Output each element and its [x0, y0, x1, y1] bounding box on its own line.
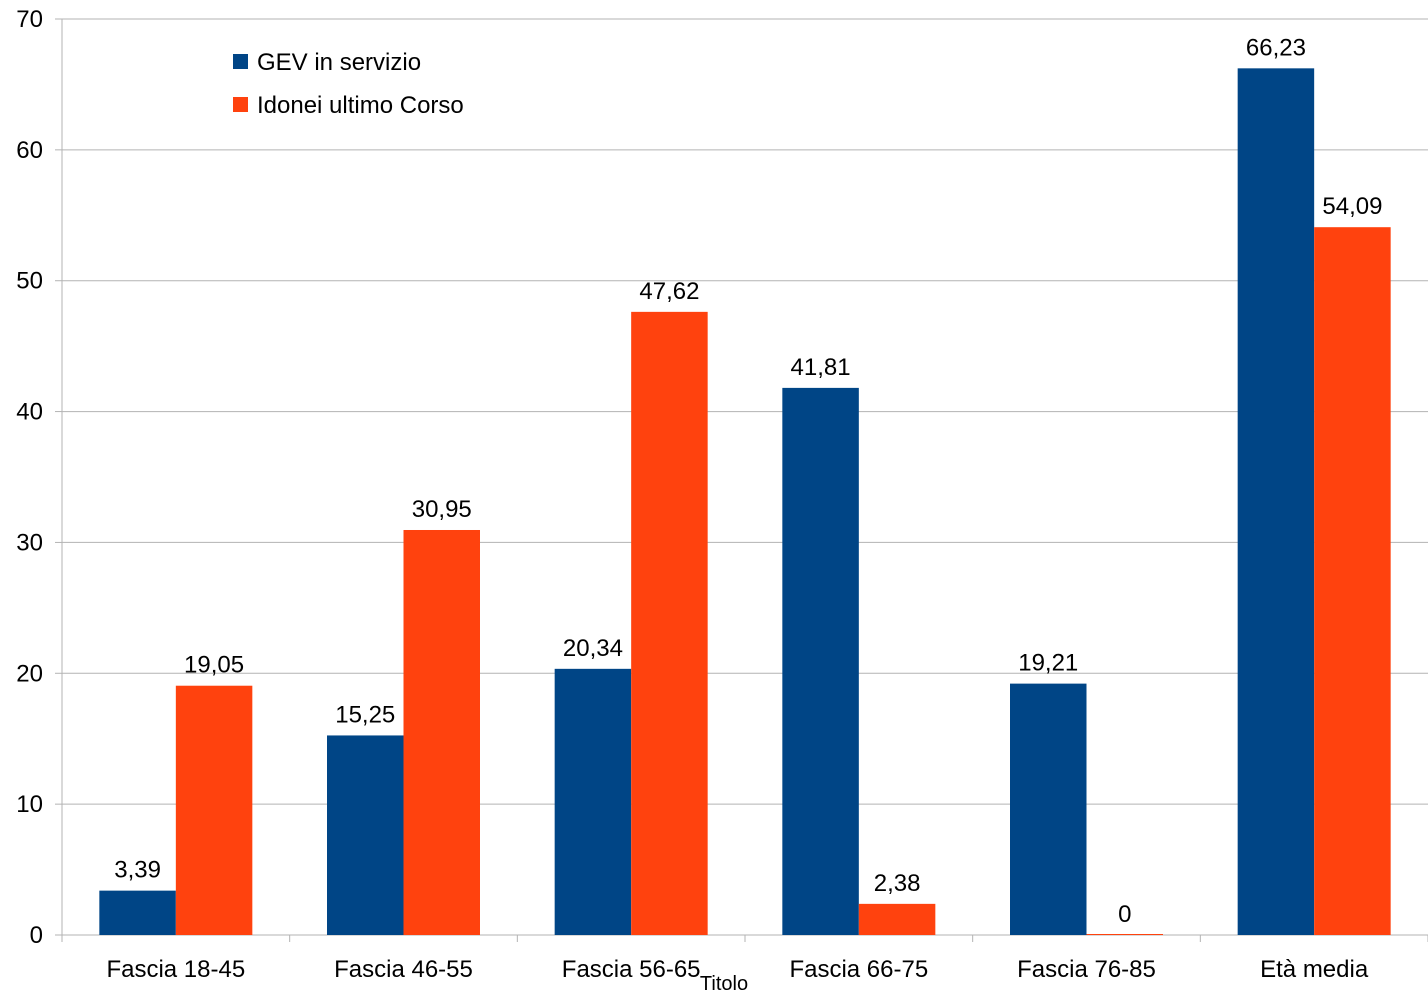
- bar-gev-in-servizio-et-media: [1237, 68, 1315, 936]
- y-tick-label: 0: [30, 922, 43, 949]
- x-tick-label-fascia-46-55: Fascia 46-55: [334, 956, 473, 983]
- gridlines: [62, 18, 1428, 805]
- y-tick-label: 70: [16, 6, 43, 33]
- x-tick-label-et-media: Età media: [1260, 956, 1369, 983]
- bar-gev-in-servizio-fascia-76-85: [1010, 683, 1087, 935]
- legend: GEV in servizio Idonei ultimo Corso: [233, 49, 464, 119]
- y-tick-label: 40: [16, 399, 43, 426]
- bar-gev-in-servizio-fascia-66-75: [782, 387, 859, 935]
- bar-gev-in-servizio-fascia-56-65: [554, 668, 632, 935]
- data-label-idonei-ultimo-corso-fascia-46-55: 30,95: [412, 496, 472, 523]
- data-label-gev-in-servizio-fascia-66-75: 41,81: [791, 354, 851, 381]
- legend-swatch-gev-in-servizio: [233, 54, 248, 69]
- y-tick-label: 50: [16, 268, 43, 295]
- bar-idonei-ultimo-corso-fascia-66-75: [858, 903, 936, 935]
- data-label-idonei-ultimo-corso-fascia-66-75: 2,38: [874, 870, 921, 897]
- data-label-gev-in-servizio-fascia-18-45: 3,39: [114, 857, 161, 884]
- legend-label-idonei-ultimo-corso: Idonei ultimo Corso: [257, 92, 464, 119]
- data-labels: 3,39 19,05 15,25 30,95 20,34 47,62 41,81 2,38 19…: [114, 34, 1382, 928]
- data-label-idonei-ultimo-corso-et-media: 54,09: [1322, 193, 1382, 220]
- y-tick-label: 60: [16, 137, 43, 164]
- bar-gev-in-servizio-fascia-18-45: [99, 890, 176, 935]
- bar-idonei-ultimo-corso-fascia-76-85: [1086, 934, 1163, 935]
- data-label-idonei-ultimo-corso-fascia-56-65: 47,62: [639, 278, 699, 305]
- y-tick-label: 10: [16, 791, 43, 818]
- legend-label-gev-in-servizio: GEV in servizio: [257, 49, 421, 76]
- x-tick-label-fascia-56-65: Fascia 56-65: [562, 956, 701, 983]
- bar-idonei-ultimo-corso-fascia-46-55: [403, 529, 480, 935]
- data-label-idonei-ultimo-corso-fascia-18-45: 19,05: [184, 652, 244, 679]
- legend-swatch-idonei-ultimo-corso: [233, 97, 248, 112]
- bar-idonei-ultimo-corso-et-media: [1314, 227, 1391, 935]
- data-label-idonei-ultimo-corso-fascia-76-85: 0: [1118, 901, 1131, 928]
- bars: [99, 68, 1391, 936]
- bar-gev-in-servizio-fascia-46-55: [327, 735, 404, 935]
- y-tick-label: 20: [16, 660, 43, 687]
- bar-idonei-ultimo-corso-fascia-18-45: [175, 685, 253, 935]
- x-tick-label-fascia-66-75: Fascia 66-75: [789, 956, 928, 983]
- data-label-gev-in-servizio-fascia-46-55: 15,25: [335, 701, 395, 728]
- data-label-gev-in-servizio-et-media: 66,23: [1246, 34, 1306, 61]
- axes: 0 10 20 30 40 50 60 70 Fascia 18-45 Fascia 46-55 F…: [16, 6, 1428, 983]
- x-tick-label-fascia-76-85: Fascia 76-85: [1017, 956, 1156, 983]
- x-tick-label-fascia-18-45: Fascia 18-45: [106, 956, 245, 983]
- y-tick-label: 30: [16, 529, 43, 556]
- bar-idonei-ultimo-corso-fascia-56-65: [631, 311, 708, 935]
- data-label-gev-in-servizio-fascia-56-65: 20,34: [563, 635, 623, 662]
- x-axis-title: Titolo: [700, 973, 748, 994]
- data-label-gev-in-servizio-fascia-76-85: 19,21: [1018, 650, 1078, 677]
